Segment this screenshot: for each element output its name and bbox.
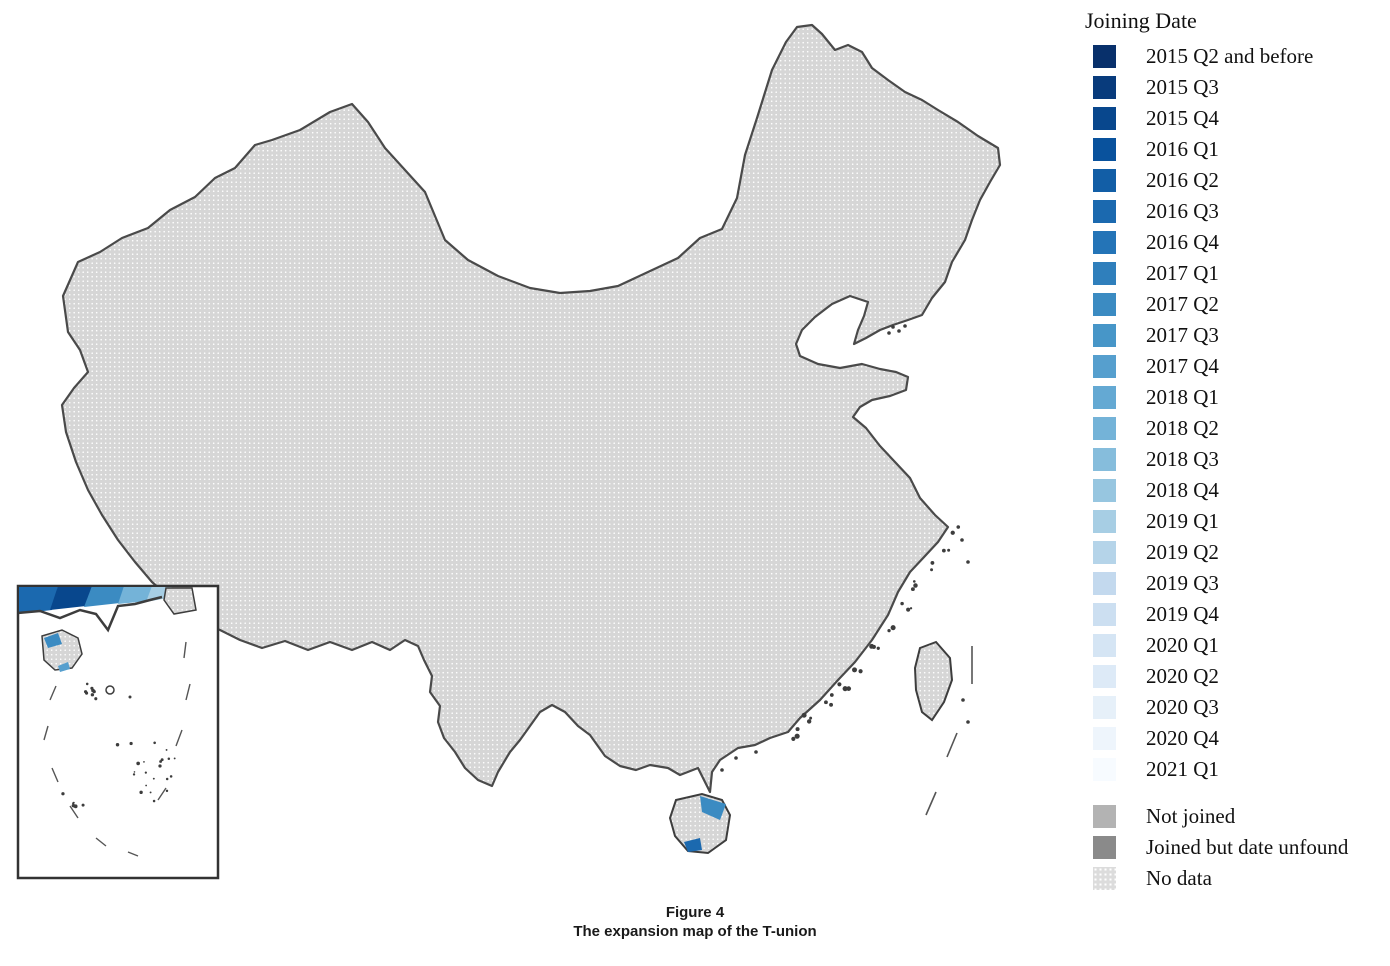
legend-row: 2018 Q3	[1085, 444, 1385, 475]
legend-row: 2015 Q3	[1085, 72, 1385, 103]
legend-row: 2019 Q3	[1085, 568, 1385, 599]
legend-label: 2018 Q3	[1146, 447, 1219, 471]
legend-label: 2019 Q3	[1146, 571, 1219, 595]
legend-swatch	[1093, 138, 1116, 161]
legend-row: 2021 Q1	[1085, 754, 1385, 785]
legend-label: 2019 Q2	[1146, 540, 1219, 564]
legend-swatch	[1093, 572, 1116, 595]
legend-label: 2020 Q1	[1146, 633, 1219, 657]
legend-row: 2017 Q1	[1085, 258, 1385, 289]
hainan-island	[668, 792, 732, 855]
legend-label: 2016 Q2	[1146, 168, 1219, 192]
legend-swatch	[1093, 293, 1116, 316]
legend-swatch	[1093, 45, 1116, 68]
inset-border	[16, 584, 220, 880]
legend-swatch	[1093, 727, 1116, 750]
legend-entries: 2015 Q2 and before 2015 Q3 2015 Q4 2016 Q1 2…	[1085, 41, 1385, 785]
legend-title: Joining Date	[1085, 8, 1197, 33]
legend-row: 2016 Q1	[1085, 134, 1385, 165]
legend-label: Not joined	[1146, 804, 1236, 828]
legend-label: 2015 Q2 and before	[1146, 44, 1314, 68]
legend-row: No data	[1085, 863, 1385, 894]
legend-row: 2020 Q2	[1085, 661, 1385, 692]
legend-row: 2019 Q2	[1085, 537, 1385, 568]
legend-swatch	[1093, 200, 1116, 223]
legend-label: 2017 Q1	[1146, 261, 1219, 285]
legend-row: 2019 Q4	[1085, 599, 1385, 630]
legend-row: 2020 Q3	[1085, 692, 1385, 723]
legend-swatch	[1093, 867, 1116, 890]
figure-title: The expansion map of the T-union	[573, 923, 817, 940]
legend-swatch	[1093, 324, 1116, 347]
legend-swatch	[1093, 76, 1116, 99]
legend-row: 2016 Q4	[1085, 227, 1385, 258]
legend-swatch	[1093, 231, 1116, 254]
legend-row: 2017 Q2	[1085, 289, 1385, 320]
legend-row: 2016 Q3	[1085, 196, 1385, 227]
legend-swatch	[1093, 386, 1116, 409]
legend-label: 2017 Q2	[1146, 292, 1219, 316]
legend-label: 2020 Q2	[1146, 664, 1219, 688]
legend-label: 2016 Q4	[1146, 230, 1219, 254]
legend-swatch	[1093, 169, 1116, 192]
legend-swatch	[1093, 836, 1116, 859]
legend-label: 2015 Q3	[1146, 75, 1219, 99]
legend-row: 2018 Q4	[1085, 475, 1385, 506]
legend-swatch	[1093, 541, 1116, 564]
legend-swatch	[1093, 805, 1116, 828]
legend-label: 2017 Q3	[1146, 323, 1219, 347]
legend-row: 2018 Q1	[1085, 382, 1385, 413]
legend-label: 2021 Q1	[1146, 757, 1219, 781]
legend-swatch	[1093, 355, 1116, 378]
legend-label: 2017 Q4	[1146, 354, 1219, 378]
legend-row: 2016 Q2	[1085, 165, 1385, 196]
legend-label: 2018 Q2	[1146, 416, 1219, 440]
legend-swatch	[1093, 448, 1116, 471]
legend-label: 2016 Q1	[1146, 137, 1219, 161]
legend-label: 2020 Q3	[1146, 695, 1219, 719]
legend-row: 2015 Q4	[1085, 103, 1385, 134]
taiwan-island	[913, 640, 954, 722]
legend-row: Not joined	[1085, 801, 1385, 832]
legend-label: 2018 Q4	[1146, 478, 1219, 502]
legend-swatch	[1093, 634, 1116, 657]
legend-row: 2020 Q1	[1085, 630, 1385, 661]
legend-swatch	[1093, 603, 1116, 626]
legend-special-entries: Not joined Joined but date unfound No data	[1085, 801, 1385, 894]
legend-row: 2017 Q3	[1085, 320, 1385, 351]
legend-swatch	[1093, 479, 1116, 502]
legend-row: 2015 Q2 and before	[1085, 41, 1385, 72]
legend-row: 2019 Q1	[1085, 506, 1385, 537]
legend-label: 2016 Q3	[1146, 199, 1219, 223]
legend-swatch	[1093, 510, 1116, 533]
legend-label: 2015 Q4	[1146, 106, 1219, 130]
legend-swatch	[1093, 665, 1116, 688]
legend-swatch	[1093, 262, 1116, 285]
figure-caption: Figure 4 The expansion map of the T-unio…	[0, 903, 1390, 941]
sea-dashed-lines	[925, 646, 973, 816]
legend-row: Joined but date unfound	[1085, 832, 1385, 863]
legend-label: Joined but date unfound	[1146, 835, 1349, 859]
legend-swatch	[1093, 696, 1116, 719]
legend-row: 2020 Q4	[1085, 723, 1385, 754]
legend-row: 2018 Q2	[1085, 413, 1385, 444]
legend-row: 2017 Q4	[1085, 351, 1385, 382]
figure-number: Figure 4	[665, 904, 725, 921]
legend-label: 2019 Q1	[1146, 509, 1219, 533]
legend-label: No data	[1146, 866, 1212, 890]
south-china-sea-inset	[16, 584, 220, 880]
legend-label: 2018 Q1	[1146, 385, 1219, 409]
legend-label: 2020 Q4	[1146, 726, 1219, 750]
legend-label: 2019 Q4	[1146, 602, 1219, 626]
map-legend: Joining Date 2015 Q2 and before 2015 Q3 20…	[1085, 8, 1385, 894]
legend-swatch	[1093, 417, 1116, 440]
legend-swatch	[1093, 107, 1116, 130]
legend-swatch	[1093, 758, 1116, 781]
